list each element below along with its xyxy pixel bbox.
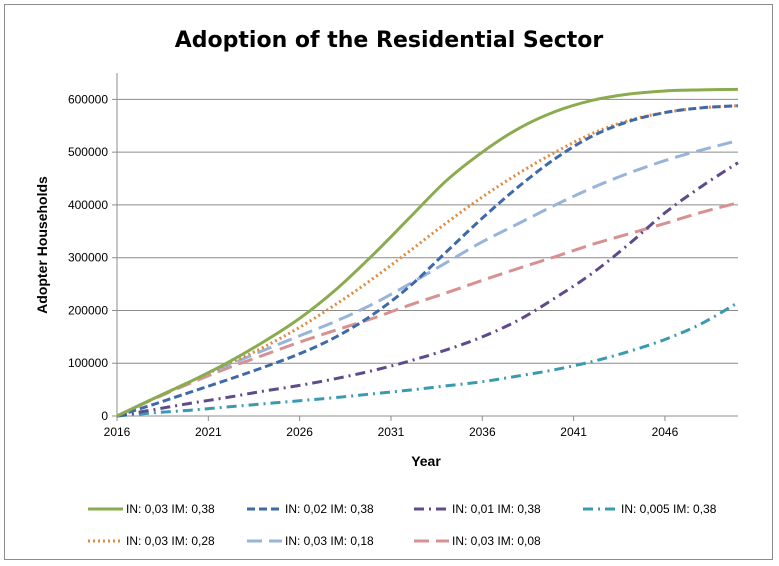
- x-tick-label: 2031: [378, 425, 405, 439]
- x-axis-title: Year: [411, 453, 441, 469]
- y-tick-label: 100000: [68, 356, 108, 370]
- series-line: [116, 301, 739, 418]
- y-tick-label: 200000: [68, 303, 108, 317]
- y-tick-label: 600000: [68, 92, 108, 106]
- y-axis-title: Adopter Households: [34, 176, 50, 314]
- gridlines: [117, 98, 738, 364]
- legend-label: IN: 0,03 IM: 0,08: [452, 534, 541, 548]
- legend-label: IN: 0,03 IM: 0,28: [126, 534, 215, 548]
- x-tick-label: 2041: [560, 425, 587, 439]
- x-tick-label: 2021: [195, 425, 222, 439]
- x-tick-label: 2026: [286, 425, 313, 439]
- x-tick-label: 2036: [469, 425, 496, 439]
- chart-frame: [4, 4, 773, 560]
- series-line: [116, 87, 739, 418]
- series-line: [116, 161, 739, 418]
- legend-label: IN: 0,03 IM: 0,18: [285, 534, 374, 548]
- axes: [112, 73, 738, 421]
- x-tick-label: 2046: [652, 425, 679, 439]
- y-tick-label: 0: [101, 409, 108, 423]
- legend-label: IN: 0,03 IM: 0,38: [126, 502, 215, 516]
- chart-title: Adoption of the Residential Sector: [175, 28, 604, 53]
- y-tick-label: 400000: [68, 198, 108, 212]
- legend: IN: 0,03 IM: 0,38 IN: 0,02 IM: 0,38 IN: 0,…: [88, 502, 717, 548]
- series-line: [116, 139, 739, 418]
- series-line: [116, 201, 739, 418]
- y-tick-labels: 0 100000 200000 300000 400000 500000 600000: [68, 92, 108, 423]
- legend-label: IN: 0,01 IM: 0,38: [452, 502, 541, 516]
- y-tick-label: 500000: [68, 145, 108, 159]
- legend-label: IN: 0,02 IM: 0,38: [285, 502, 374, 516]
- series-lines: [116, 87, 739, 418]
- x-tick-label: 2016: [104, 425, 131, 439]
- legend-label: IN: 0,005 IM: 0,38: [621, 502, 717, 516]
- series-line: [116, 104, 739, 418]
- y-tick-label: 300000: [68, 251, 108, 265]
- x-tick-labels: 2016 2021 2026 2031 2036 2041 2046: [104, 425, 679, 439]
